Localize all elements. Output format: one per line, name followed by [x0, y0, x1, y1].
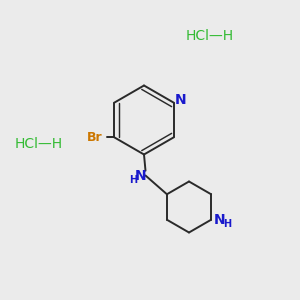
Text: Br: Br [87, 131, 102, 144]
Text: HCl—H: HCl—H [186, 29, 234, 43]
Text: N: N [135, 169, 146, 182]
Text: N: N [175, 93, 186, 107]
Text: N: N [214, 213, 225, 227]
Text: H: H [129, 175, 138, 185]
Text: HCl—H: HCl—H [15, 137, 63, 151]
Text: H: H [223, 219, 231, 229]
